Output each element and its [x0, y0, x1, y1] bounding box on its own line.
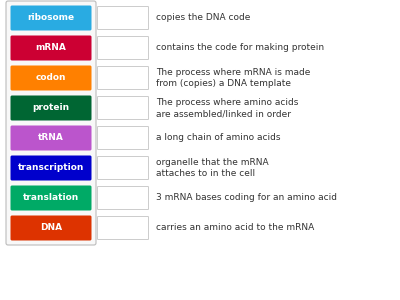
FancyBboxPatch shape	[10, 215, 92, 241]
FancyBboxPatch shape	[10, 95, 92, 121]
FancyBboxPatch shape	[10, 35, 92, 61]
Text: ribosome: ribosome	[28, 14, 74, 22]
FancyBboxPatch shape	[98, 187, 148, 209]
FancyBboxPatch shape	[98, 217, 148, 239]
FancyBboxPatch shape	[98, 97, 148, 119]
FancyBboxPatch shape	[10, 65, 92, 91]
Text: copies the DNA code: copies the DNA code	[156, 14, 250, 22]
Text: a long chain of amino acids: a long chain of amino acids	[156, 134, 280, 142]
FancyBboxPatch shape	[98, 127, 148, 149]
FancyBboxPatch shape	[98, 67, 148, 89]
FancyBboxPatch shape	[10, 155, 92, 181]
FancyBboxPatch shape	[10, 5, 92, 31]
Text: mRNA: mRNA	[36, 44, 66, 52]
Text: DNA: DNA	[40, 224, 62, 232]
FancyBboxPatch shape	[98, 7, 148, 29]
Text: contains the code for making protein: contains the code for making protein	[156, 44, 324, 52]
FancyBboxPatch shape	[98, 157, 148, 179]
Text: 3 mRNA bases coding for an amino acid: 3 mRNA bases coding for an amino acid	[156, 194, 337, 202]
Text: The process where mRNA is made
from (copies) a DNA template: The process where mRNA is made from (cop…	[156, 68, 310, 88]
Text: carries an amino acid to the mRNA: carries an amino acid to the mRNA	[156, 224, 314, 232]
FancyBboxPatch shape	[6, 1, 96, 245]
Text: organelle that the mRNA
attaches to in the cell: organelle that the mRNA attaches to in t…	[156, 158, 269, 178]
FancyBboxPatch shape	[10, 185, 92, 211]
Text: tRNA: tRNA	[38, 134, 64, 142]
Text: protein: protein	[32, 103, 70, 112]
Text: translation: translation	[23, 194, 79, 202]
Text: codon: codon	[36, 74, 66, 82]
FancyBboxPatch shape	[10, 125, 92, 151]
FancyBboxPatch shape	[98, 37, 148, 59]
Text: The process where amino acids
are assembled/linked in order: The process where amino acids are assemb…	[156, 98, 298, 118]
Text: transcription: transcription	[18, 164, 84, 172]
